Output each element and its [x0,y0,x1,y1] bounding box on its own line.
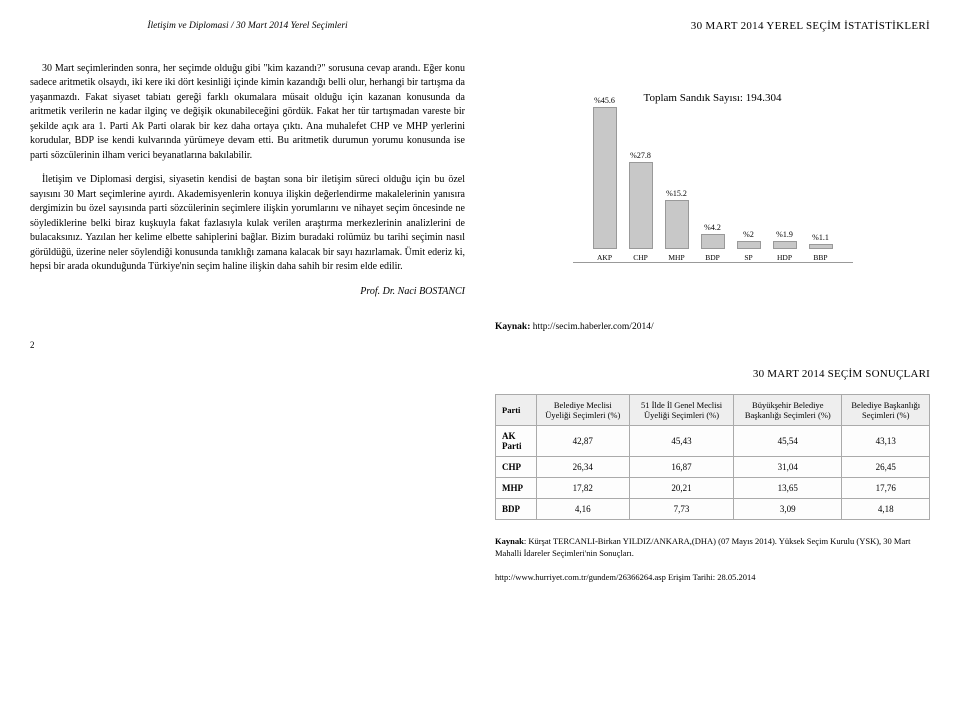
bar-party-label: HDP [777,253,792,262]
table-cell: AK Parti [496,426,537,457]
table-header-cell: Büyükşehir Belediye Başkanlığı Seçimleri… [734,395,842,426]
right-column: 30 MART 2014 YEREL SEÇİM İSTATİSTİKLERİ … [495,20,930,582]
bar-chart: %45.6AKP%27.8CHP%15.2MHP%4.2BDP%2SP%1.9H… [573,122,853,292]
table-cell: 45,54 [734,426,842,457]
bar-value-label: %4.2 [704,223,721,232]
bar-akp: %45.6 AKP [591,96,619,262]
page-spread: İletişim ve Diplomasi / 30 Mart 2014 Yer… [30,20,930,582]
bar-rect [809,244,833,249]
bar-party-label: CHP [633,253,648,262]
table-row: CHP26,3416,8731,0426,45 [496,457,930,478]
bar-value-label: %2 [743,230,754,239]
chart-source: Kaynak: http://secim.haberler.com/2014/ [495,322,930,332]
table-cell: CHP [496,457,537,478]
table-title: 30 MART 2014 SEÇİM SONUÇLARI [495,368,930,380]
right-running-header: 30 MART 2014 YEREL SEÇİM İSTATİSTİKLERİ [495,20,930,32]
bar-party-label: BDP [705,253,720,262]
table-row: MHP17,8220,2113,6517,76 [496,478,930,499]
bar-hdp: %1.9 HDP [771,230,799,262]
page-number: 2 [30,339,465,352]
bar-rect [593,107,617,249]
left-running-header: İletişim ve Diplomasi / 30 Mart 2014 Yer… [30,20,465,34]
table-cell: 26,45 [842,457,930,478]
bar-bdp: %4.2 BDP [699,223,727,262]
author-line: Prof. Dr. Naci BOSTANCI [30,285,465,300]
table-caption: Kaynak: Kürşat TERCANLI-Birkan YILDIZ/AN… [495,536,930,560]
table-row: BDP4,167,733,094,18 [496,499,930,520]
bar-rect [773,241,797,249]
table-header-cell: Belediye Başkanlığı Seçimleri (%) [842,395,930,426]
caption-label: Kaynak [495,536,524,546]
table-row: AK Parti42,8745,4345,5443,13 [496,426,930,457]
bar-value-label: %1.1 [812,233,829,242]
bar-value-label: %27.8 [630,151,651,160]
chart-bars-row: %45.6AKP%27.8CHP%15.2MHP%4.2BDP%2SP%1.9H… [573,122,853,263]
access-link: http://www.hurriyet.com.tr/gundem/263662… [495,572,930,582]
caption-text: : Kürşat TERCANLI-Birkan YILDIZ/ANKARA,(… [495,536,910,558]
table-cell: 17,76 [842,478,930,499]
bar-rect [665,200,689,249]
results-table: PartiBelediye Meclisi Üyeliği Seçimleri … [495,394,930,520]
bar-value-label: %45.6 [594,96,615,105]
table-cell: 20,21 [629,478,733,499]
table-cell: 31,04 [734,457,842,478]
table-cell: 16,87 [629,457,733,478]
table-cell: 42,87 [536,426,629,457]
bar-mhp: %15.2 MHP [663,189,691,262]
table-cell: 4,18 [842,499,930,520]
bar-rect [629,162,653,249]
table-body: AK Parti42,8745,4345,5443,13CHP26,3416,8… [496,426,930,520]
table-cell: 43,13 [842,426,930,457]
table-header-cell: Parti [496,395,537,426]
bar-party-label: AKP [597,253,612,262]
table-cell: 3,09 [734,499,842,520]
table-cell: 45,43 [629,426,733,457]
bar-sp: %2 SP [735,230,763,262]
bar-rect [737,241,761,249]
source-label: Kaynak: [495,322,533,332]
bar-party-label: SP [744,253,752,262]
table-header-cell: 51 İlde İl Genel Meclisi Üyeliği Seçimle… [629,395,733,426]
bar-bbp: %1.1 BBP [807,233,835,262]
bar-rect [701,234,725,249]
bar-value-label: %1.9 [776,230,793,239]
table-cell: MHP [496,478,537,499]
table-cell: 26,34 [536,457,629,478]
table-cell: 4,16 [536,499,629,520]
bar-chp: %27.8 CHP [627,151,655,262]
table-header-row: PartiBelediye Meclisi Üyeliği Seçimleri … [496,395,930,426]
left-column: İletişim ve Diplomasi / 30 Mart 2014 Yer… [30,20,465,582]
table-cell: BDP [496,499,537,520]
bar-party-label: BBP [813,253,827,262]
bar-value-label: %15.2 [666,189,687,198]
bar-party-label: MHP [668,253,684,262]
table-cell: 13,65 [734,478,842,499]
source-url: http://secim.haberler.com/2014/ [533,322,654,332]
table-header-cell: Belediye Meclisi Üyeliği Seçimleri (%) [536,395,629,426]
chart-title: Toplam Sandık Sayısı: 194.304 [495,92,930,104]
table-cell: 17,82 [536,478,629,499]
body-paragraph-2: İletişim ve Diplomasi dergisi, siyasetin… [30,173,465,275]
table-cell: 7,73 [629,499,733,520]
body-paragraph-1: 30 Mart seçimlerinden sonra, her seçimde… [30,62,465,164]
